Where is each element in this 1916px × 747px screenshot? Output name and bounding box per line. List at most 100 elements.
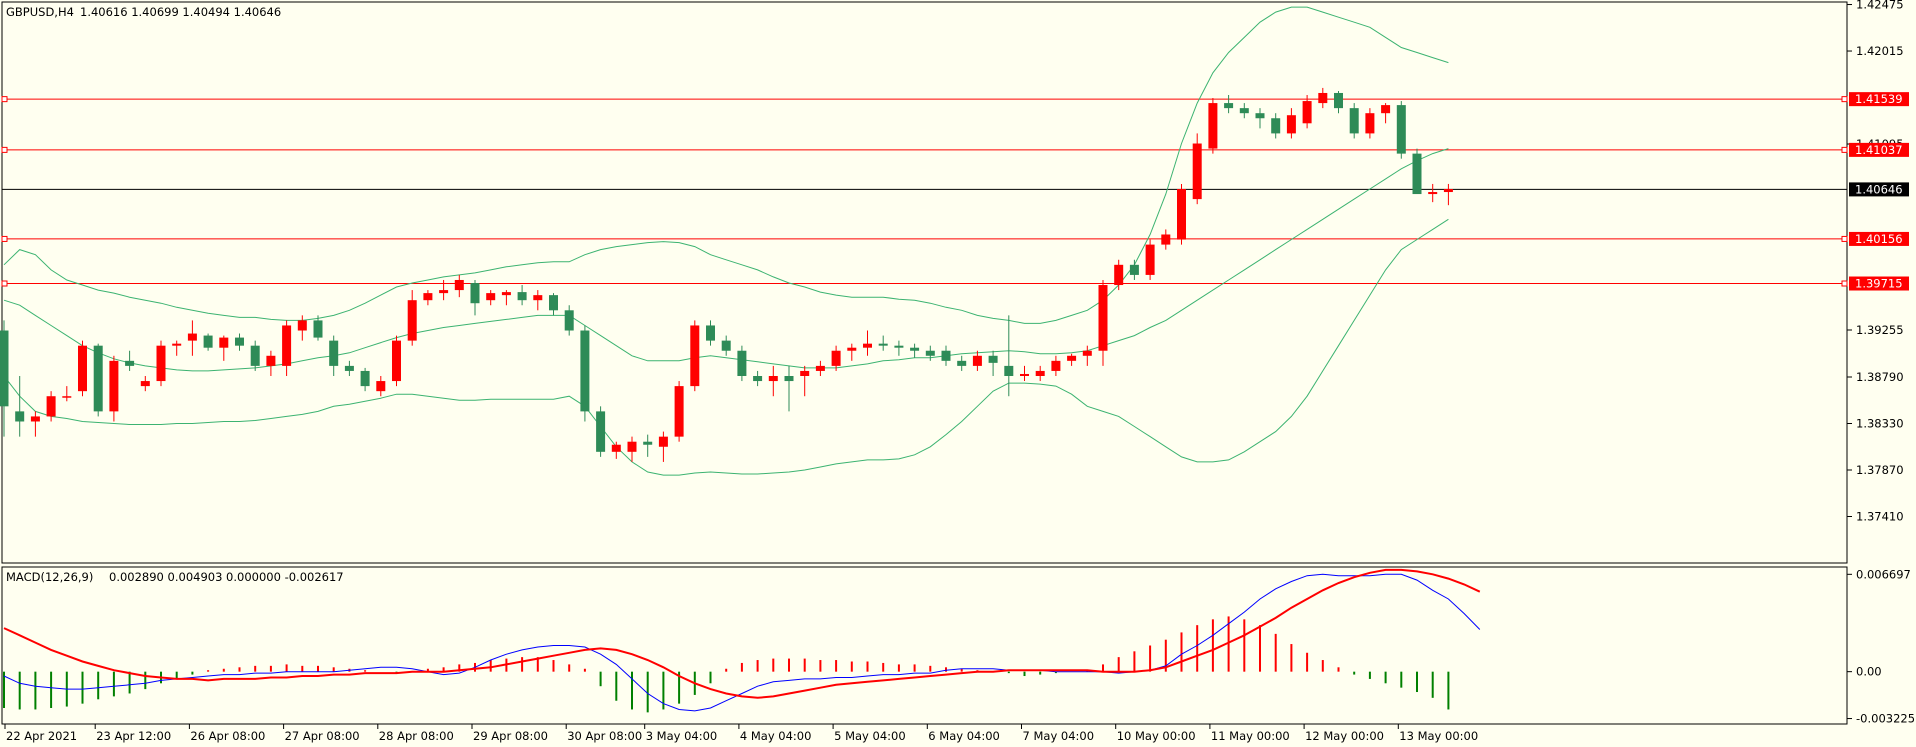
level-handle-right <box>1841 96 1848 103</box>
candle-body <box>297 320 307 331</box>
candle-body <box>768 376 778 382</box>
candle-body <box>109 360 119 412</box>
time-axis-label: 13 May 00:00 <box>1399 729 1478 743</box>
price-level-tag <box>1849 182 1909 197</box>
time-axis-label: 29 Apr 08:00 <box>473 729 548 743</box>
price-axis-label: 1.42015 <box>1856 44 1904 58</box>
candle-body <box>674 386 684 437</box>
time-axis-label: 4 May 04:00 <box>740 729 812 743</box>
candle-body <box>1381 105 1391 114</box>
macd-axis-label: 0.00 <box>1856 665 1882 679</box>
candle-body <box>847 347 857 351</box>
macd-indicator-label: MACD(12,26,9) <box>6 570 93 584</box>
time-axis-label: 26 Apr 08:00 <box>190 729 265 743</box>
candle-body <box>15 411 25 422</box>
candle-body <box>721 340 731 351</box>
candle-body <box>1412 153 1422 195</box>
level-handle-right <box>1841 235 1848 242</box>
candle-body <box>564 310 574 331</box>
price-level-tag <box>1849 231 1909 246</box>
price-level-tag-label: 1.40646 <box>1855 182 1903 196</box>
candle-body <box>1129 264 1139 275</box>
price-level-tag <box>1849 276 1909 291</box>
candle-body <box>1349 108 1359 134</box>
candle-body <box>30 416 40 422</box>
time-axis-label: 12 May 00:00 <box>1305 729 1384 743</box>
candle-body <box>235 337 244 346</box>
candle-body <box>1255 113 1265 119</box>
time-axis-label: 23 Apr 12:00 <box>96 729 171 743</box>
candle-body <box>140 381 150 387</box>
candle-body <box>1302 101 1312 124</box>
candle-body <box>423 293 433 301</box>
candle-body <box>643 441 653 445</box>
candle-body <box>407 300 417 341</box>
price-level-tag-label: 1.39715 <box>1855 277 1903 291</box>
candle-body <box>125 360 135 366</box>
candle-body <box>1082 350 1092 356</box>
bollinger-upper-band <box>3 6 1449 324</box>
candle-body <box>344 365 354 371</box>
candle-body <box>831 350 841 366</box>
bollinger-lower-band <box>3 218 1449 476</box>
macd-axis-label: -0.003225 <box>1856 712 1915 726</box>
candle-body <box>1224 103 1234 109</box>
price-level-tag-label: 1.41539 <box>1855 92 1903 106</box>
candle-body <box>78 345 87 392</box>
time-axis-label: 22 Apr 2021 <box>6 729 77 743</box>
candle-body <box>0 330 9 407</box>
candle-body <box>1020 373 1029 376</box>
candle-body <box>1004 365 1014 376</box>
candle-body <box>1396 105 1406 154</box>
level-handle-right <box>1841 280 1848 287</box>
candle-body <box>1271 118 1281 134</box>
candle-body <box>878 343 888 346</box>
level-handle-left <box>1 280 8 287</box>
candle-body <box>470 283 480 304</box>
candle-body <box>187 333 197 341</box>
bollinger-middle-band <box>3 148 1449 372</box>
candle-body <box>517 292 527 301</box>
time-axis-label: 30 Apr 08:00 <box>567 729 642 743</box>
candle-body <box>376 381 386 392</box>
candle-body <box>1443 189 1453 193</box>
ohlc-readout: 1.40616 1.40699 1.40494 1.40646 <box>80 5 281 19</box>
level-handle-left <box>1 235 8 242</box>
candle-body <box>549 295 558 311</box>
candle-body <box>627 441 637 452</box>
candle-body <box>863 343 872 348</box>
candle-body <box>1239 108 1249 114</box>
macd-pane-border <box>1 566 1848 725</box>
time-axis-label: 27 Apr 08:00 <box>285 729 360 743</box>
time-axis-label: 10 May 00:00 <box>1117 729 1196 743</box>
candle-body <box>250 345 260 366</box>
candle-body <box>1145 244 1155 275</box>
price-axis-label: 1.38330 <box>1856 417 1904 431</box>
candle-body <box>1428 192 1438 195</box>
level-handle-right <box>1841 146 1848 153</box>
macd-signal-line <box>3 568 1481 699</box>
candle-body <box>957 360 967 366</box>
price-level-tag <box>1849 92 1909 107</box>
time-axis-label: 7 May 04:00 <box>1023 729 1095 743</box>
candle-body <box>1067 355 1077 361</box>
candle-body <box>392 340 401 382</box>
candle-body <box>925 350 935 356</box>
price-axis-label: 1.37870 <box>1856 463 1904 477</box>
time-axis-label: 28 Apr 08:00 <box>379 729 454 743</box>
candle-body <box>1318 92 1328 104</box>
candle-body <box>941 350 951 361</box>
candle-body <box>972 355 982 366</box>
candle-body <box>753 376 763 382</box>
candle-body <box>439 290 449 294</box>
candle-body <box>894 345 904 348</box>
candle-body <box>596 411 606 452</box>
candle-body <box>1365 113 1375 134</box>
candle-body <box>46 396 56 417</box>
macd-values-readout: 0.002890 0.004903 0.000000 -0.002617 <box>109 570 344 584</box>
level-handle-left <box>1 146 8 153</box>
macd-axis-label: 0.006697 <box>1856 567 1911 581</box>
macd-line <box>3 573 1481 712</box>
